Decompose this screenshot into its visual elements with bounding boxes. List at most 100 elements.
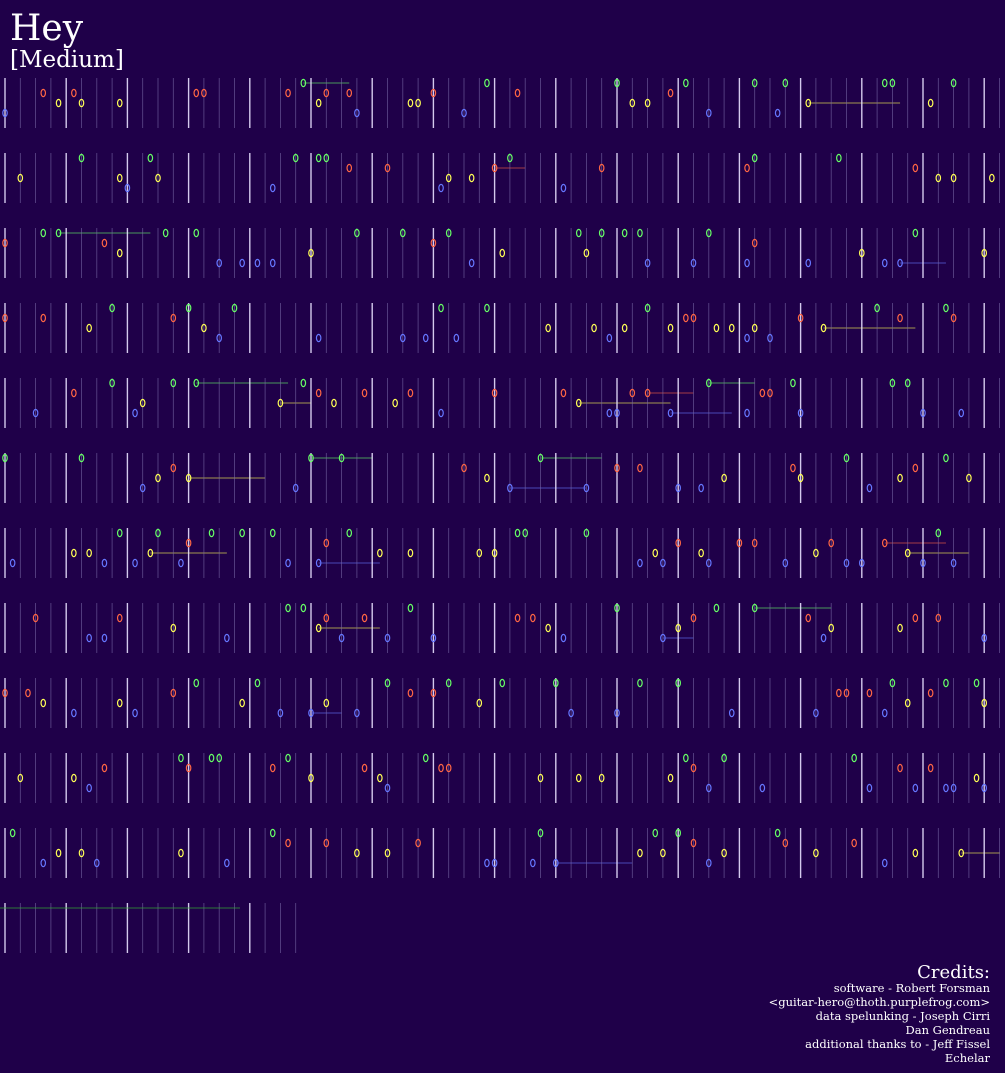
note xyxy=(445,678,452,688)
note xyxy=(453,333,460,343)
note xyxy=(55,98,62,108)
note xyxy=(285,558,291,568)
note xyxy=(86,548,92,558)
note xyxy=(468,258,475,268)
note xyxy=(32,408,39,418)
note xyxy=(583,528,590,538)
note xyxy=(912,848,919,858)
note xyxy=(751,153,758,163)
note xyxy=(132,558,138,568)
note xyxy=(116,173,123,183)
note xyxy=(86,783,92,793)
note xyxy=(545,323,551,333)
note xyxy=(407,98,414,108)
note xyxy=(705,228,712,238)
note xyxy=(285,838,291,848)
note xyxy=(881,708,888,718)
note xyxy=(950,783,957,793)
note xyxy=(866,483,873,493)
note xyxy=(820,323,827,333)
note xyxy=(116,98,123,108)
note xyxy=(698,548,704,558)
note xyxy=(216,333,223,343)
note xyxy=(354,848,360,858)
note xyxy=(836,688,842,698)
note xyxy=(690,313,697,323)
note xyxy=(927,688,934,698)
note xyxy=(897,763,903,773)
credits-line: <guitar-hero@thoth.purplefrog.com> xyxy=(769,995,990,1009)
note xyxy=(445,228,452,238)
note xyxy=(40,698,47,708)
note xyxy=(667,773,674,783)
note xyxy=(491,388,498,398)
note xyxy=(407,603,414,613)
note xyxy=(193,228,200,238)
note xyxy=(560,633,567,643)
note xyxy=(430,238,437,248)
note xyxy=(430,688,437,698)
note xyxy=(231,303,238,313)
note xyxy=(545,623,551,633)
note xyxy=(989,173,995,183)
note xyxy=(476,548,483,558)
note xyxy=(415,838,421,848)
note xyxy=(897,258,903,268)
note xyxy=(927,98,934,108)
note xyxy=(239,258,245,268)
note xyxy=(499,248,506,258)
note xyxy=(744,333,750,343)
note xyxy=(575,398,582,408)
note xyxy=(422,333,429,343)
note xyxy=(415,98,421,108)
note xyxy=(774,828,781,838)
note xyxy=(881,858,888,868)
note xyxy=(269,258,276,268)
note xyxy=(614,78,620,88)
note xyxy=(354,228,360,238)
note xyxy=(445,763,452,773)
note xyxy=(606,408,613,418)
note xyxy=(315,623,322,633)
note xyxy=(981,783,988,793)
note xyxy=(346,163,353,173)
note xyxy=(323,538,330,548)
note xyxy=(55,848,62,858)
note xyxy=(904,548,911,558)
note xyxy=(101,558,108,568)
note xyxy=(407,688,414,698)
note xyxy=(728,708,735,718)
note xyxy=(828,623,835,633)
note xyxy=(889,78,896,88)
note xyxy=(346,528,353,538)
note xyxy=(40,228,47,238)
note xyxy=(889,678,896,688)
note xyxy=(782,78,789,88)
note xyxy=(797,313,804,323)
note xyxy=(805,258,812,268)
note xyxy=(690,763,697,773)
note xyxy=(637,228,643,238)
note xyxy=(101,763,108,773)
note xyxy=(277,708,284,718)
note xyxy=(813,708,819,718)
note xyxy=(958,848,965,858)
note xyxy=(881,538,888,548)
note xyxy=(438,763,444,773)
note xyxy=(155,473,161,483)
note xyxy=(614,408,620,418)
note xyxy=(308,773,314,783)
note xyxy=(667,88,674,98)
note xyxy=(675,483,682,493)
note xyxy=(514,528,521,538)
note xyxy=(384,163,391,173)
note xyxy=(805,613,812,623)
note xyxy=(537,828,544,838)
note xyxy=(346,88,353,98)
note xyxy=(629,98,636,108)
note xyxy=(201,323,207,333)
note xyxy=(323,88,330,98)
note xyxy=(705,858,712,868)
